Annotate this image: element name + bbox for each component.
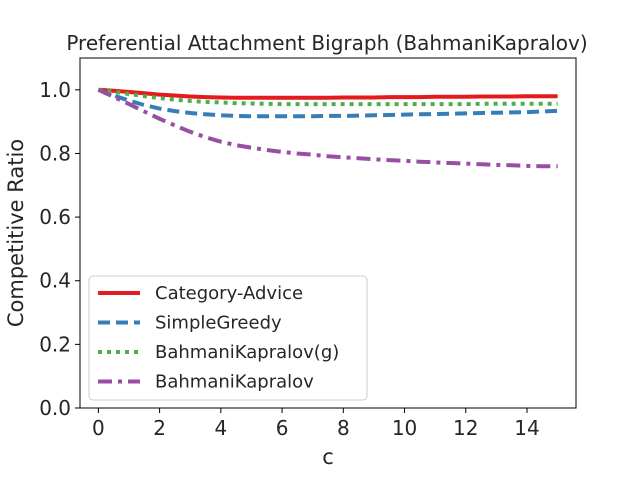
legend-label: BahmaniKapralov — [155, 372, 314, 393]
legend-label: Category-Advice — [155, 283, 303, 304]
x-tick-label: 12 — [453, 416, 478, 440]
y-axis: 0.0 0.2 0.4 0.6 0.8 1.0 — [39, 78, 80, 420]
x-tick-label: 10 — [392, 416, 417, 440]
series-line-bahmanikapralov — [97, 87, 558, 169]
legend-label: SimpleGreedy — [155, 313, 282, 334]
x-tick-label: 0 — [92, 416, 105, 440]
x-tick-label: 4 — [214, 416, 227, 440]
legend-frame — [88, 275, 368, 401]
y-tick-label: 0.4 — [39, 269, 71, 293]
plot-area — [97, 87, 558, 169]
axes-frame — [79, 57, 577, 409]
x-axis-label: c — [322, 445, 334, 469]
x-tick-label: 6 — [276, 416, 289, 440]
y-tick-label: 0.6 — [39, 205, 71, 229]
y-tick-label: 0.8 — [39, 141, 71, 165]
series-line-simplegreedy — [97, 87, 558, 119]
series-line-category-advice — [98, 87, 558, 100]
x-tick-label: 8 — [337, 416, 350, 440]
y-tick-label: 1.0 — [39, 78, 71, 102]
legend: Category-Advice SimpleGreedy BahmaniKapral… — [88, 275, 368, 401]
y-tick-label: 0.2 — [39, 332, 71, 356]
x-tick-label: 14 — [514, 416, 539, 440]
y-axis-label: Competitive Ratio — [4, 139, 28, 327]
y-tick-label: 0.0 — [39, 396, 71, 420]
x-axis: 0 2 4 6 8 10 12 14 — [92, 408, 540, 440]
legend-label: BahmaniKapralov(g) — [155, 342, 339, 363]
x-tick-label: 2 — [153, 416, 166, 440]
chart-title: Preferential Attachment Bigraph (Bahmani… — [66, 31, 587, 55]
